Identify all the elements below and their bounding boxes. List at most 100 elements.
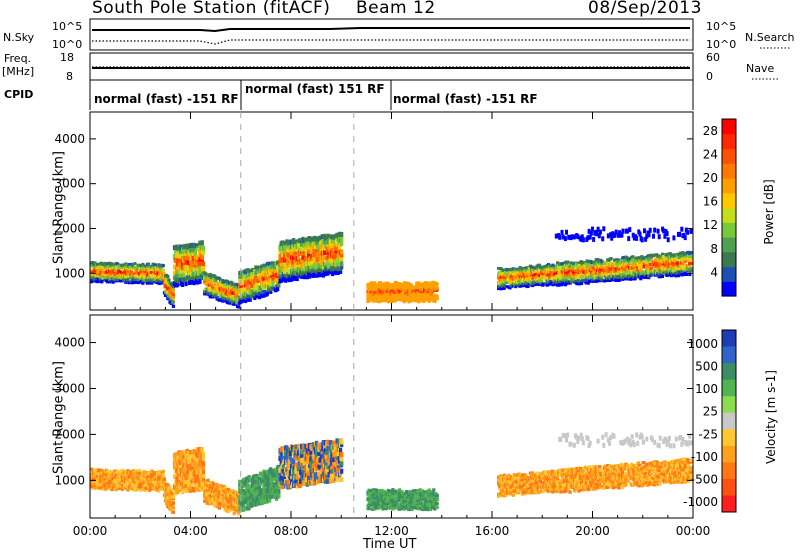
echo-cell	[268, 262, 272, 267]
echo-cell	[508, 281, 512, 285]
echo-cell	[200, 484, 204, 490]
echo-cell	[515, 269, 519, 273]
echo-cell	[172, 271, 177, 276]
echo-cell	[191, 251, 195, 256]
echo-cell	[590, 260, 594, 264]
echo-cell	[646, 264, 650, 268]
echo-cell	[376, 290, 380, 294]
echo-cell	[237, 510, 241, 514]
echo-cell	[99, 277, 103, 281]
echo-cell	[258, 488, 263, 493]
echo-cell	[238, 507, 242, 512]
echo-cell	[652, 233, 655, 239]
echo-cell	[417, 281, 421, 285]
echo-cell	[132, 474, 136, 478]
echo-cell	[534, 273, 538, 277]
echo-cell	[657, 234, 661, 240]
echo-cell	[276, 476, 280, 481]
echo-cell	[340, 256, 344, 261]
echo-cell	[638, 266, 642, 270]
echo-cell	[278, 471, 282, 477]
echo-cell	[123, 273, 127, 277]
echo-cell	[171, 510, 175, 514]
echo-cell	[127, 281, 131, 285]
echo-cell	[199, 261, 203, 266]
echo-cell	[108, 479, 112, 483]
echo-cell	[408, 289, 412, 293]
echo-cell	[589, 230, 593, 236]
echo-cell	[432, 280, 436, 284]
echo-cell	[171, 505, 175, 509]
echo-cell	[570, 234, 574, 240]
echo-cell	[563, 270, 568, 275]
echo-cell	[684, 255, 688, 259]
echo-cell	[332, 250, 336, 256]
echo-cell	[200, 254, 204, 260]
echo-cell	[226, 494, 231, 498]
echo-cell	[633, 277, 637, 281]
echo-cell	[689, 258, 693, 263]
echo-cell	[263, 499, 267, 504]
echo-cell	[324, 235, 328, 241]
echo-cell	[111, 263, 115, 267]
echo-cell	[115, 488, 119, 491]
echo-cell	[263, 289, 267, 294]
echo-cell	[171, 289, 175, 293]
echo-cell	[231, 489, 235, 493]
echo-cell	[250, 289, 255, 294]
echo-cell	[143, 489, 147, 492]
echo-cell	[244, 479, 248, 485]
echo-cell	[622, 268, 626, 272]
echo-cell	[613, 271, 617, 275]
echo-cell	[181, 458, 185, 464]
echo-cell	[517, 279, 521, 283]
echo-cell	[184, 475, 188, 481]
echo-cell	[395, 286, 400, 290]
echo-cell	[214, 278, 218, 282]
echo-cell	[613, 258, 617, 262]
echo-cell	[201, 461, 206, 467]
nsearch-label: N.Search	[745, 31, 795, 44]
echo-cell	[102, 472, 106, 476]
echo-cell	[260, 264, 264, 269]
echo-cell	[666, 237, 670, 243]
echo-cell	[381, 283, 385, 287]
echo-cell	[296, 465, 300, 471]
echo-cell	[516, 283, 520, 287]
echo-cell	[417, 285, 421, 289]
echo-cell	[668, 252, 672, 256]
echo-cell	[268, 274, 272, 279]
echo-cell	[523, 277, 527, 281]
echo-cell	[212, 283, 216, 287]
echo-cell	[120, 479, 124, 483]
echo-cell	[179, 253, 184, 259]
echo-cell	[329, 253, 333, 259]
echo-cell	[151, 477, 155, 481]
echo-cell	[626, 228, 629, 234]
echo-cell	[289, 272, 294, 278]
echo-cell	[178, 276, 182, 282]
echo-cell	[126, 482, 130, 485]
echo-cell	[681, 262, 685, 266]
echo-cell	[277, 489, 281, 494]
echo-cell	[161, 475, 165, 479]
echo-cell	[502, 269, 506, 272]
echo-cell	[497, 266, 501, 270]
echo-cell	[280, 484, 284, 490]
echo-cell	[218, 498, 223, 502]
echo-cell	[150, 264, 154, 268]
echo-cell	[99, 483, 103, 487]
echo-cell	[317, 244, 321, 250]
echo-cell	[616, 272, 620, 276]
echo-cell	[375, 288, 379, 291]
echo-cell	[129, 269, 133, 273]
echo-cell	[571, 265, 576, 269]
nsky-label: N.Sky	[3, 31, 35, 44]
echo-cell	[592, 236, 596, 242]
echo-cell	[665, 231, 669, 237]
echo-cell	[403, 286, 407, 290]
echo-cell	[132, 469, 136, 472]
echo-cell	[643, 273, 647, 277]
echo-cell	[689, 228, 693, 234]
echo-cell	[544, 276, 548, 280]
